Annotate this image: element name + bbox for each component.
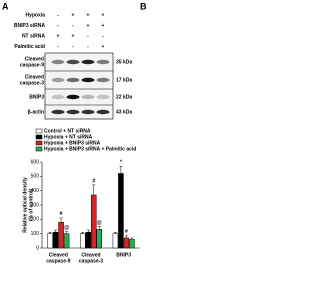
condition-sign: + xyxy=(87,23,90,29)
bar xyxy=(58,221,64,249)
legend-label: Hypoxia + NT siRNA xyxy=(44,134,93,140)
condition-label: BNIP3 siRNA xyxy=(14,23,46,29)
bar xyxy=(52,231,59,249)
size-label: 35 kDa xyxy=(116,59,132,65)
x-tick-label: caspase-3 xyxy=(79,258,103,264)
condition-label: NT siRNA xyxy=(22,33,45,39)
blot-band xyxy=(96,109,110,115)
condition-sign: + xyxy=(72,12,75,18)
condition-sign: + xyxy=(102,44,105,50)
y-tick-label: 200 xyxy=(31,217,40,223)
y-axis-label: Relative optical density xyxy=(22,177,28,233)
legend-label: Hypoxia + BNIP3 siRNA + Palmitic acid xyxy=(44,146,136,152)
blot-band xyxy=(66,59,80,65)
condition-sign: - xyxy=(87,33,89,39)
y-axis-label: (% of control) xyxy=(28,189,34,222)
bar xyxy=(118,173,124,249)
legend-swatch xyxy=(35,140,43,146)
legend-swatch xyxy=(35,128,43,134)
legend-label: Hypoxia + BNIP3 siRNA xyxy=(44,140,101,146)
significance-marker: # xyxy=(125,229,128,235)
significance-marker: @ xyxy=(97,220,102,226)
bar xyxy=(80,233,86,249)
condition-sign: + xyxy=(102,12,105,18)
bar xyxy=(91,194,97,249)
bar xyxy=(123,237,130,249)
bar xyxy=(112,233,119,249)
bar xyxy=(96,229,102,249)
y-tick-label: 0 xyxy=(36,245,39,251)
bar xyxy=(47,233,53,249)
x-tick-label: BNIP3 xyxy=(116,252,131,258)
blot-band xyxy=(81,59,95,65)
significance-marker: # xyxy=(92,178,95,184)
blot-band xyxy=(66,94,80,100)
condition-label: Palmitic acid xyxy=(14,44,45,50)
panel-label: A xyxy=(2,1,9,11)
row-label: BNIP3 xyxy=(29,94,44,100)
bar xyxy=(63,233,70,249)
panel-label: B xyxy=(140,1,147,11)
blot-band xyxy=(81,109,95,115)
condition-sign: - xyxy=(87,44,89,50)
blot-band xyxy=(51,109,65,115)
condition-sign: + xyxy=(57,33,60,39)
significance-marker: # xyxy=(60,211,63,217)
condition-sign: + xyxy=(87,12,90,18)
legend-swatch xyxy=(35,146,43,152)
row-label: Cleaved xyxy=(25,74,44,80)
condition-sign: - xyxy=(57,12,59,18)
y-tick-label: 100 xyxy=(31,231,40,237)
condition-sign: - xyxy=(102,33,104,39)
blot-band xyxy=(51,94,65,100)
condition-sign: - xyxy=(72,23,74,29)
blot-band xyxy=(51,77,65,83)
significance-marker: @ xyxy=(64,225,69,231)
row-label: β-actin xyxy=(28,109,44,115)
blot-band xyxy=(96,77,110,83)
x-tick-label: caspase-9 xyxy=(46,258,70,264)
y-tick-label: 300 xyxy=(31,202,40,208)
blot-band xyxy=(81,94,95,100)
condition-label: Hypoxia xyxy=(26,12,46,18)
blot-band xyxy=(96,94,110,100)
blot-band xyxy=(81,77,95,83)
blot-band xyxy=(96,59,110,65)
condition-sign: - xyxy=(57,23,59,29)
condition-sign: + xyxy=(72,33,75,39)
size-label: 22 kDa xyxy=(116,94,132,100)
x-tick-label: Cleaved xyxy=(49,252,68,258)
condition-sign: - xyxy=(57,44,59,50)
x-tick-label: Cleaved xyxy=(81,252,100,258)
y-tick-label: 400 xyxy=(31,188,40,194)
legend-swatch xyxy=(35,134,43,140)
blot-band xyxy=(66,109,80,115)
row-label: Cleaved xyxy=(25,56,44,62)
blot-band xyxy=(66,77,80,83)
y-tick-label: 500 xyxy=(31,174,40,180)
significance-marker: * xyxy=(120,160,122,166)
condition-sign: + xyxy=(102,23,105,29)
size-label: 17 kDa xyxy=(116,77,132,83)
legend-label: Control + NT siRNA xyxy=(44,128,91,134)
blot-band xyxy=(51,59,65,65)
size-label: 43 kDa xyxy=(116,109,132,115)
row-label: caspase-9 xyxy=(20,62,44,68)
y-tick-label: 600 xyxy=(31,159,40,165)
condition-sign: - xyxy=(72,44,74,50)
bar xyxy=(129,239,135,249)
bar xyxy=(85,231,91,249)
row-label: caspase-3 xyxy=(20,80,44,86)
figure: A B Hypoxia - + + + BNIP3 siRNA - - + + NT siRNA + +… xyxy=(2,1,147,264)
